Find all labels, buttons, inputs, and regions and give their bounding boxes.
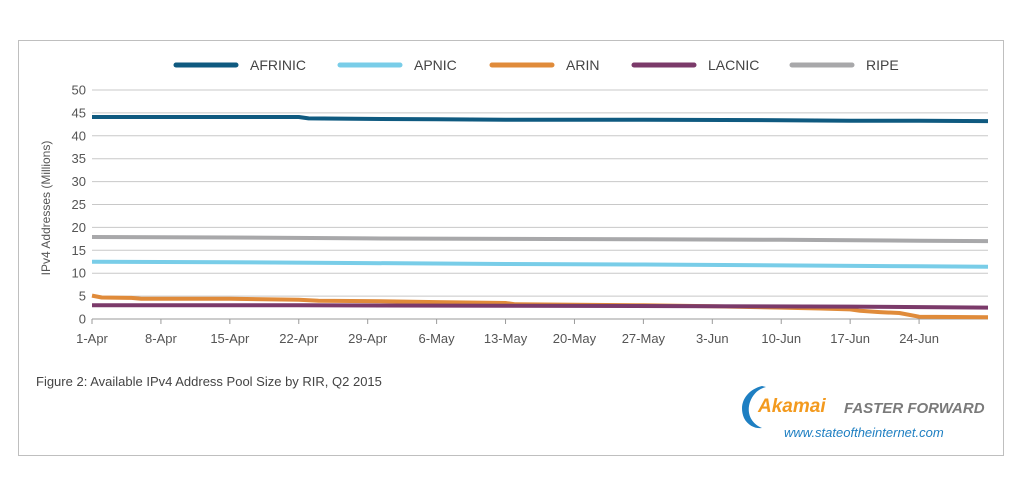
akamai-brand: Akamai [758, 396, 826, 417]
legend-label-arin: ARIN [566, 57, 599, 73]
figure-caption: Figure 2: Available IPv4 Address Pool Si… [36, 374, 382, 389]
akamai-url: www.stateoftheinternet.com [784, 425, 944, 440]
y-axis-label: IPv4 Addresses (Millions) [39, 141, 53, 276]
series-lines [91, 115, 989, 320]
series-line-lacnic [92, 303, 989, 310]
y-tick-label: 45 [72, 105, 86, 120]
x-tick-label: 10-Jun [761, 331, 801, 346]
figure-frame [18, 40, 1004, 456]
x-tick-label: 29-Apr [348, 331, 388, 346]
y-tick-label: 25 [72, 197, 86, 212]
series-line-ripe [91, 235, 989, 244]
legend-label-ripe: RIPE [866, 57, 899, 73]
y-tick-label: 0 [79, 312, 86, 327]
y-tick-label: 15 [72, 243, 86, 258]
x-tick-label: 8-Apr [145, 331, 177, 346]
legend-label-afrinic: AFRINIC [250, 57, 306, 73]
x-tick-label: 6-May [419, 331, 456, 346]
gridlines [92, 89, 988, 320]
y-tick-label: 35 [72, 151, 86, 166]
y-tick-label: 30 [72, 174, 86, 189]
akamai-logo: Akamai FASTER FORWARD www.stateoftheinte… [736, 382, 996, 444]
legend-label-apnic: APNIC [414, 57, 457, 73]
y-axis-ticks: 0 5 10 15 20 25 30 35 40 45 50 [72, 83, 86, 327]
akamai-swoosh-icon [742, 386, 766, 429]
x-tick-label: 3-Jun [696, 331, 729, 346]
x-tick-label: 15-Apr [210, 331, 250, 346]
y-tick-label: 5 [79, 289, 86, 304]
legend: AFRINIC APNIC ARIN LACNIC RIPE [173, 57, 899, 73]
x-tick-label: 1-Apr [76, 331, 108, 346]
y-tick-label: 10 [72, 266, 86, 281]
legend-label-lacnic: LACNIC [708, 57, 759, 73]
x-tick-label: 22-Apr [279, 331, 319, 346]
x-tick-label: 13-May [484, 331, 528, 346]
y-tick-label: 50 [72, 83, 86, 98]
x-tick-label: 17-Jun [830, 331, 870, 346]
y-tick-label: 20 [72, 220, 86, 235]
series-line-afrinic [92, 115, 989, 124]
series-line-apnic [91, 259, 989, 269]
x-tick-label: 20-May [553, 331, 597, 346]
akamai-tagline: FASTER FORWARD [844, 400, 985, 417]
x-tick-label: 27-May [622, 331, 666, 346]
y-tick-label: 40 [72, 128, 86, 143]
x-tick-label: 24-Jun [899, 331, 939, 346]
x-axis-ticks: 1-Apr 8-Apr 15-Apr 22-Apr 29-Apr 6-May 13-May 2… [76, 319, 939, 346]
